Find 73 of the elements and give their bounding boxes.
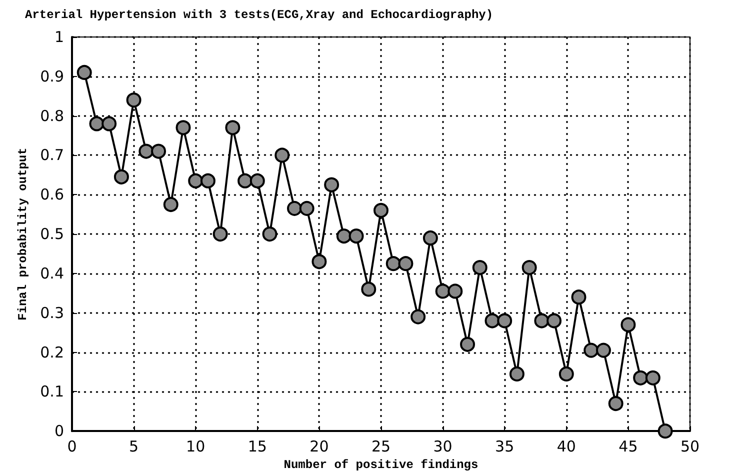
point [312, 254, 327, 270]
point [138, 144, 154, 159]
x-tick-label: 50 [680, 438, 700, 456]
y-tick-label: 0.5 [40, 225, 64, 244]
y-tick-label: 0.2 [40, 343, 64, 362]
point [620, 317, 636, 332]
x-tick-label: 45 [618, 438, 638, 456]
point [274, 148, 290, 163]
point [608, 396, 624, 412]
point [102, 116, 117, 132]
point [361, 282, 376, 297]
point [176, 120, 191, 136]
point [212, 226, 228, 242]
point [398, 256, 414, 272]
point [509, 366, 524, 382]
point [633, 370, 648, 386]
point [460, 336, 476, 352]
x-tick-label: 5 [129, 438, 139, 456]
point [188, 173, 204, 188]
point [151, 144, 166, 159]
x-tick-label: 30 [433, 438, 452, 456]
point [435, 284, 450, 299]
point [114, 169, 129, 184]
y-tick-label: 0.8 [40, 106, 64, 125]
point [658, 424, 673, 439]
point [200, 173, 216, 188]
point [250, 173, 265, 188]
point [324, 177, 340, 192]
x-tick-label: 35 [495, 438, 514, 456]
point [448, 284, 463, 299]
point [89, 116, 104, 132]
point [374, 202, 388, 218]
point [225, 120, 240, 136]
point [410, 309, 426, 324]
y-tick-label: 0 [54, 422, 64, 440]
point [546, 313, 562, 328]
y-tick-label: 1 [54, 28, 64, 46]
point [262, 226, 278, 242]
point [522, 260, 537, 276]
point [571, 290, 586, 305]
y-tick-label: 0.3 [40, 304, 64, 322]
x-axis-title: Number of positive findings [284, 458, 478, 472]
point [76, 64, 92, 80]
y-tick-label: 0.7 [40, 146, 64, 164]
point [645, 370, 660, 386]
point [386, 256, 401, 272]
point [558, 366, 574, 382]
y-axis-title: Final probability output [16, 148, 30, 320]
point [596, 342, 611, 358]
point [534, 313, 550, 328]
y-tick-label: 0.1 [40, 382, 64, 401]
point [286, 200, 302, 216]
point [472, 260, 488, 276]
chart-title: Arterial Hypertension with 3 tests(ECG,Xray and Echocardiography) [25, 8, 494, 22]
x-tick-label: 15 [248, 438, 267, 456]
point [422, 230, 438, 246]
point [336, 228, 352, 244]
point [348, 228, 364, 244]
y-tick-label: 0.9 [40, 67, 64, 86]
y-tick-label: 0.6 [40, 186, 64, 204]
x-tick-label: 25 [371, 438, 391, 456]
x-tick-label: 10 [186, 438, 206, 456]
y-tick-label: 0.4 [40, 264, 64, 282]
point [497, 313, 512, 328]
x-tick-label: 20 [310, 438, 329, 456]
point [584, 342, 599, 358]
point [299, 200, 314, 216]
x-tick-label: 0 [67, 438, 77, 456]
point [484, 313, 500, 328]
point [163, 196, 178, 212]
x-tick-label: 40 [556, 438, 576, 456]
point [126, 92, 142, 108]
point [238, 173, 253, 188]
